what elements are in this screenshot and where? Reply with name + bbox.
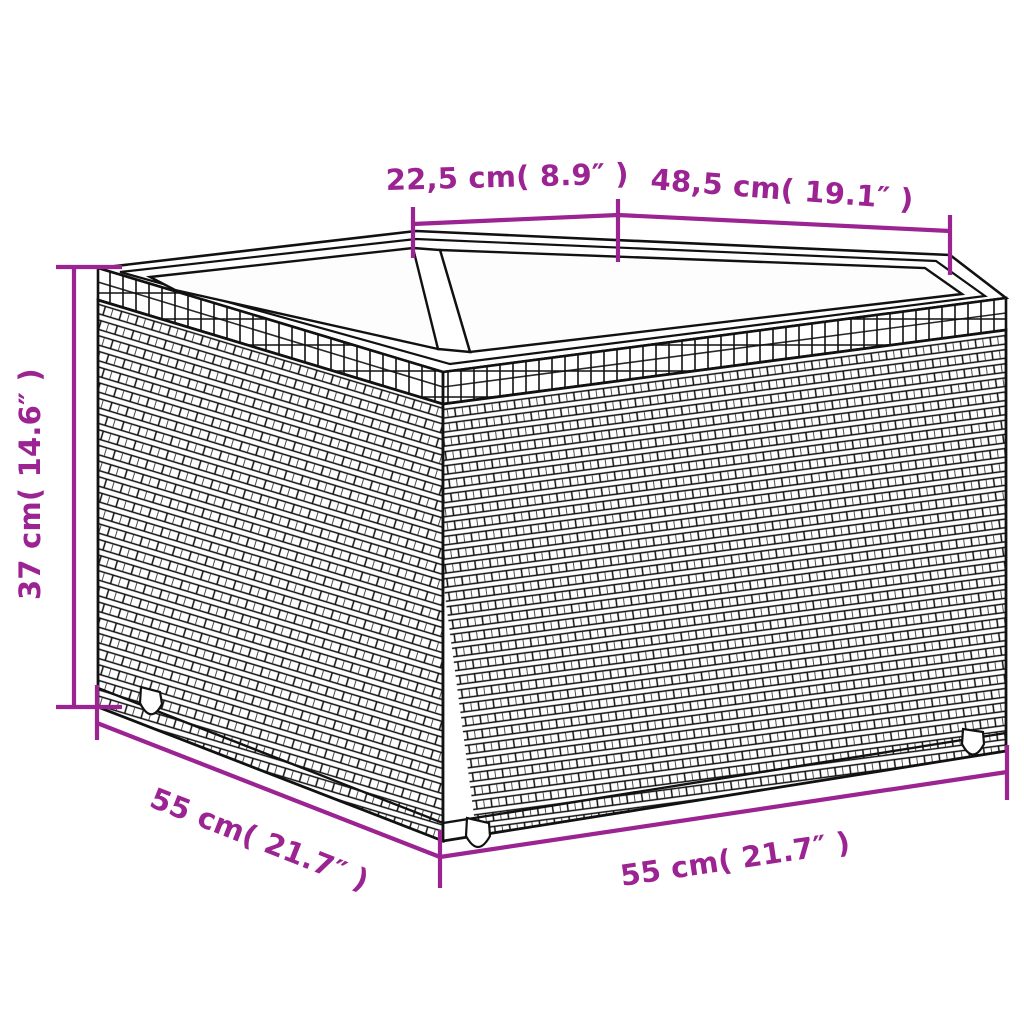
rim-side-weave	[443, 298, 1006, 404]
foot-left	[138, 685, 164, 716]
foot-front	[464, 816, 492, 849]
label-height: 37 cm( 14.6″ )	[13, 368, 47, 600]
foot-right	[960, 727, 986, 756]
label-top-left-span: 22,5 cm( 8.9″ )	[385, 157, 629, 197]
bottom-skirt	[97, 686, 1007, 825]
measure-line-55-depth	[96, 721, 441, 859]
measure-line-55-width	[439, 769, 1008, 860]
table-feet	[138, 685, 986, 849]
dimension-lines	[56, 199, 1010, 888]
rim-front-weave	[98, 268, 443, 404]
measure-line-22-5	[412, 212, 619, 227]
measure-line-48-5	[617, 212, 951, 234]
table-top	[97, 229, 1010, 374]
glass-panel-divider	[411, 246, 472, 354]
